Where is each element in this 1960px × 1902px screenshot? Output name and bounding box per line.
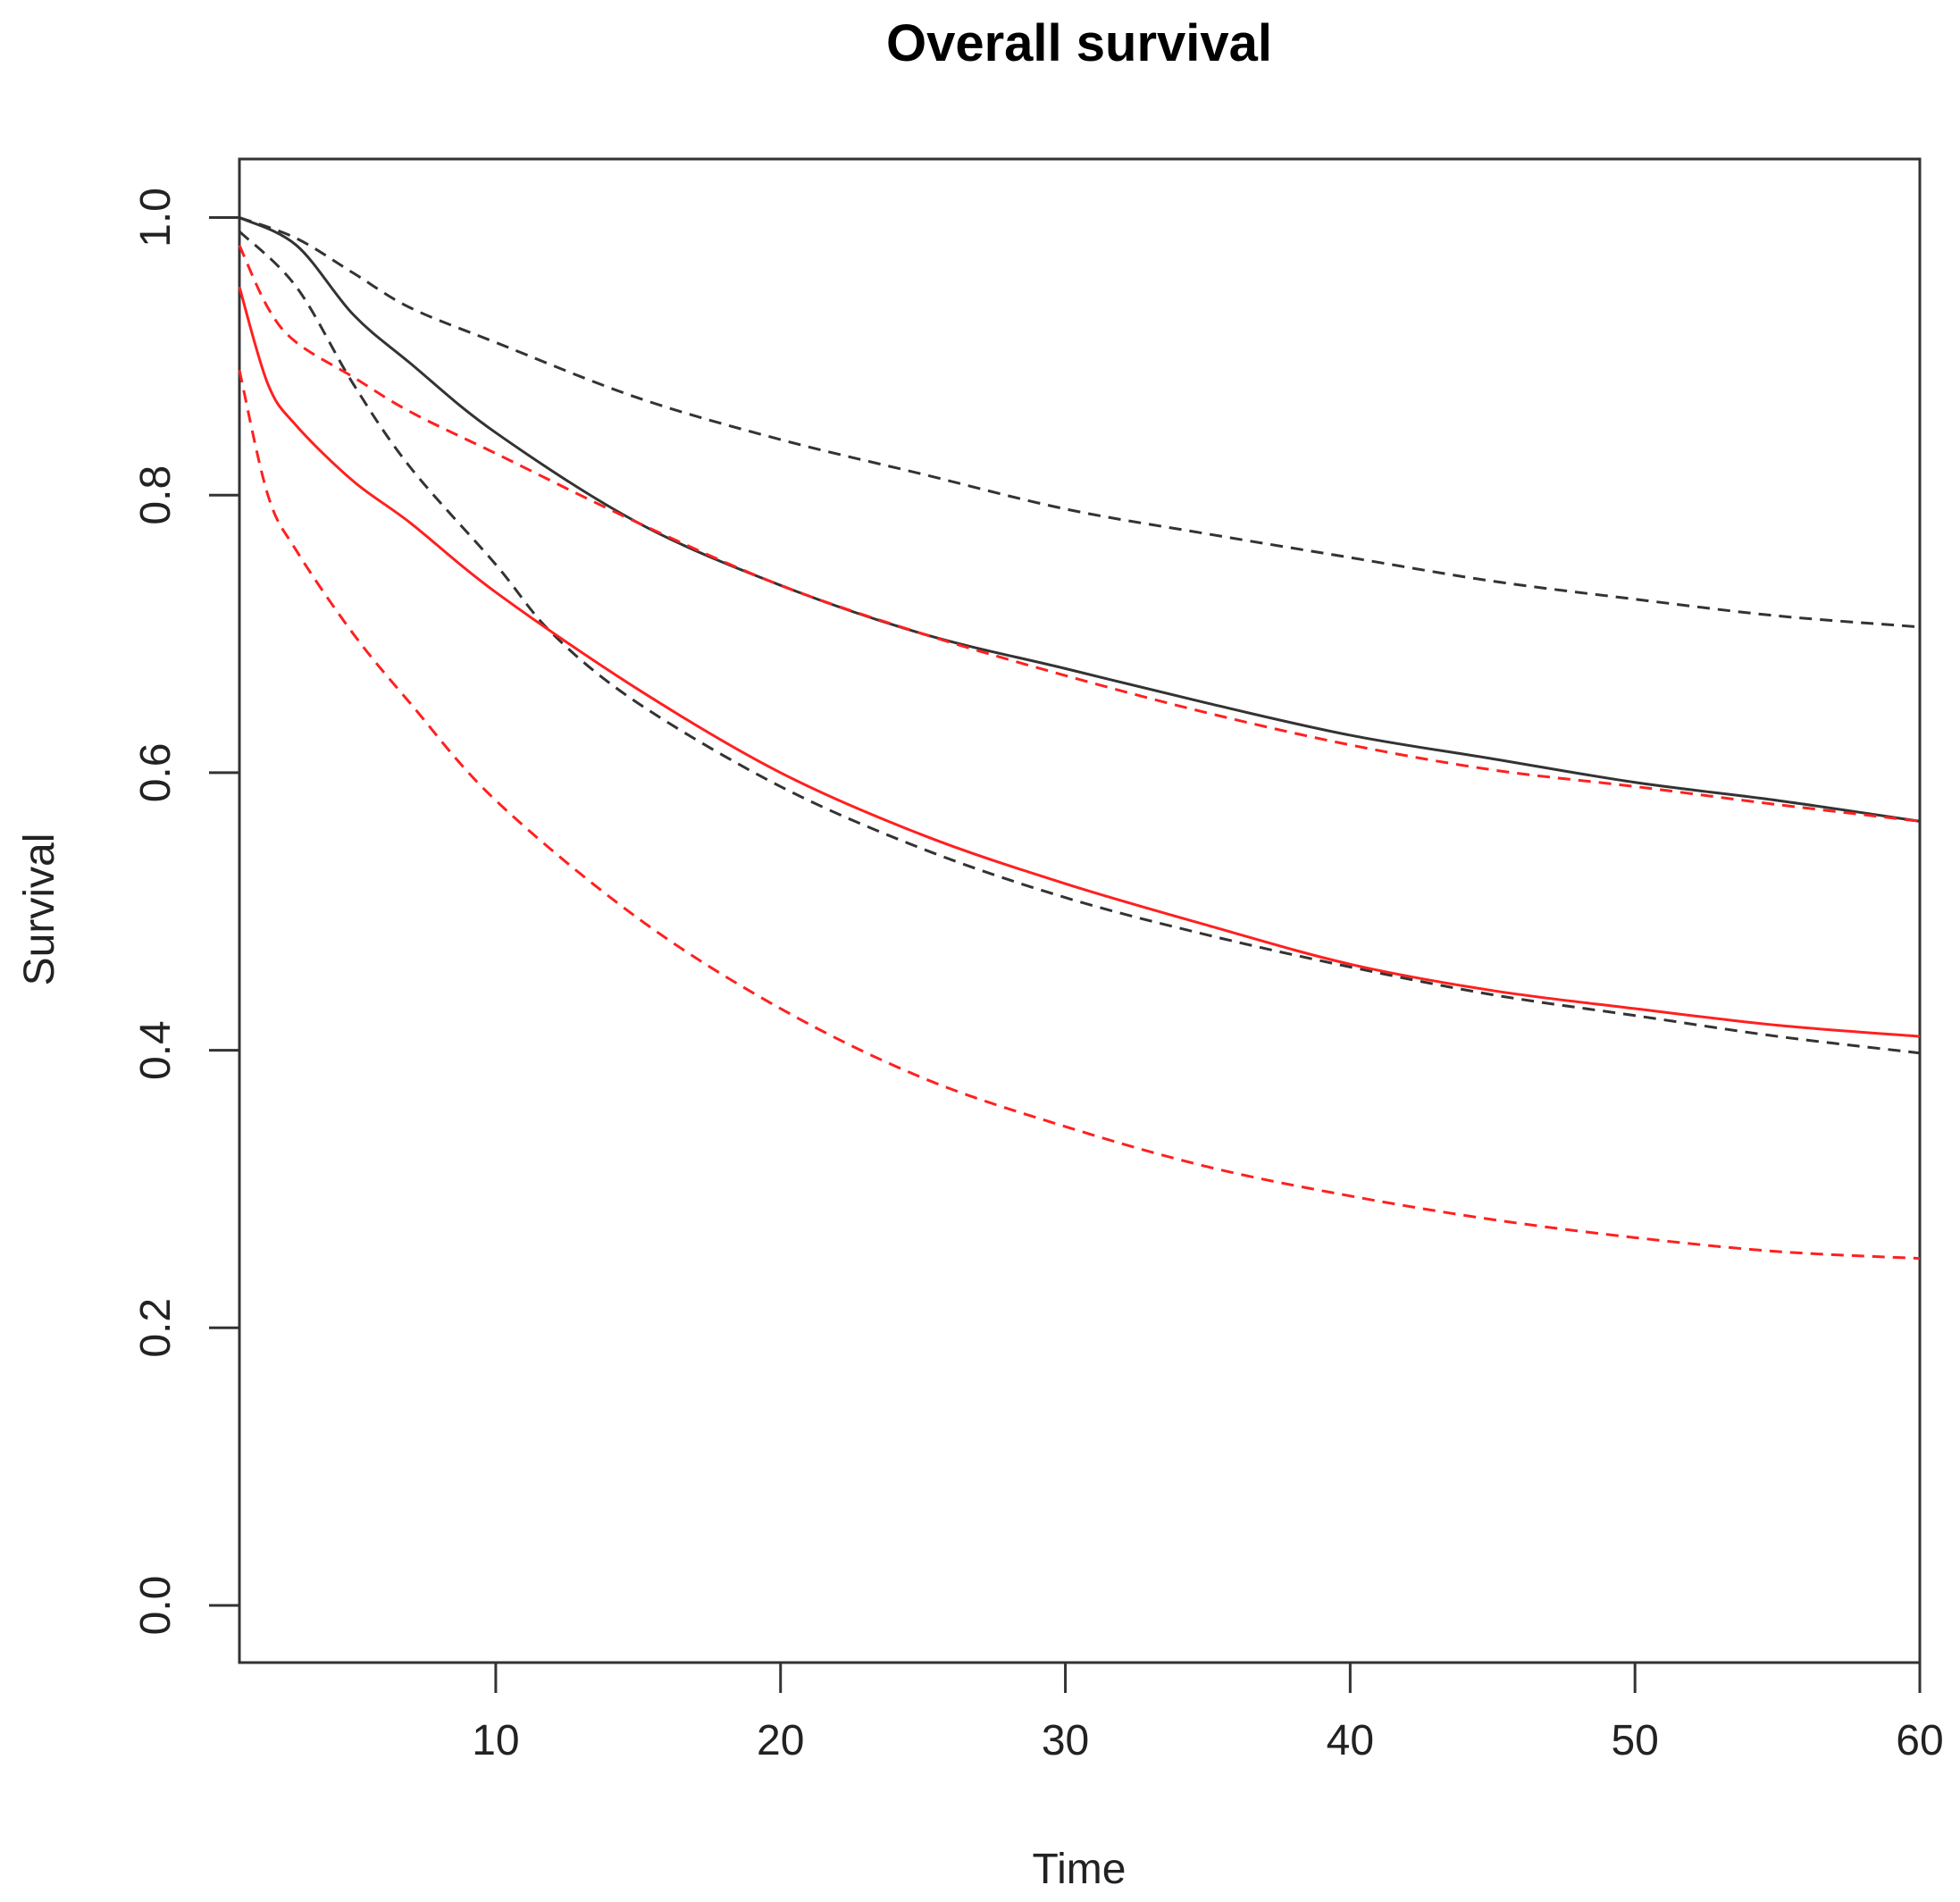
x-tick-label: 30 <box>1042 1717 1089 1764</box>
y-axis: 0.0 0.2 0.4 0.6 0.8 1.0 <box>132 188 239 1635</box>
x-tick-label: 60 <box>1896 1717 1943 1764</box>
series-line-2 <box>239 216 1921 629</box>
chart-title: Overall survival <box>886 14 1272 72</box>
x-tick-label: 20 <box>757 1717 804 1764</box>
series-group <box>238 216 1921 1261</box>
series-line-1 <box>239 216 1921 823</box>
y-axis-label: Survival <box>16 834 63 986</box>
y-tick-label: 0.8 <box>132 465 180 525</box>
series-line-4 <box>238 286 1921 1038</box>
x-axis-label: Time <box>1033 1846 1127 1893</box>
x-axis: 10 20 30 40 50 60 <box>472 1663 1944 1764</box>
plot-frame <box>238 157 1922 1664</box>
y-tick-label: 0.4 <box>132 1020 180 1080</box>
series-line-6 <box>238 370 1921 1261</box>
y-tick-label: 1.0 <box>132 188 180 247</box>
x-tick-label: 50 <box>1611 1717 1658 1764</box>
x-tick-label: 10 <box>472 1717 519 1764</box>
y-tick-label: 0.2 <box>132 1298 180 1358</box>
y-tick-label: 0.6 <box>132 743 180 803</box>
x-tick-label: 40 <box>1327 1717 1374 1764</box>
series-line-3 <box>238 230 1921 1055</box>
y-tick-label: 0.0 <box>132 1576 180 1636</box>
series-line-5 <box>238 244 1921 823</box>
